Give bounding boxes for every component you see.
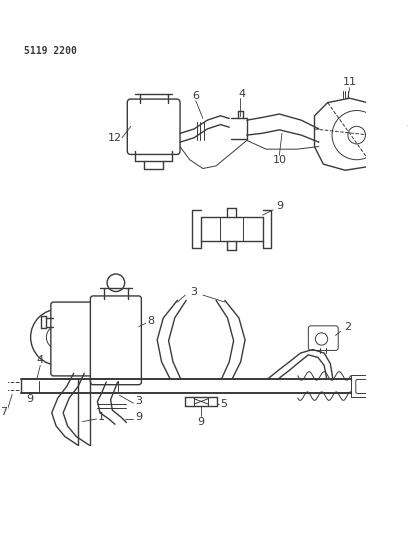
Text: 3: 3 xyxy=(191,287,197,296)
Text: 7: 7 xyxy=(0,407,7,417)
Text: 3: 3 xyxy=(135,397,142,406)
Text: 12: 12 xyxy=(108,133,122,143)
FancyBboxPatch shape xyxy=(308,326,338,350)
Text: 9: 9 xyxy=(197,417,205,426)
Text: 10: 10 xyxy=(272,155,286,165)
Text: 9: 9 xyxy=(277,201,284,211)
FancyBboxPatch shape xyxy=(356,379,386,393)
FancyBboxPatch shape xyxy=(127,99,180,155)
FancyBboxPatch shape xyxy=(51,302,95,376)
Text: 1: 1 xyxy=(98,412,105,422)
Text: 8: 8 xyxy=(148,316,155,326)
FancyBboxPatch shape xyxy=(91,296,141,385)
Text: 5119 2200: 5119 2200 xyxy=(24,46,76,56)
Text: 2: 2 xyxy=(344,322,351,332)
Text: 9: 9 xyxy=(135,412,142,422)
Text: 6: 6 xyxy=(192,91,200,101)
Text: 5: 5 xyxy=(220,399,227,409)
Text: 11: 11 xyxy=(343,77,357,87)
Text: 9: 9 xyxy=(26,394,33,404)
Text: 4: 4 xyxy=(37,355,44,365)
Text: 8: 8 xyxy=(406,119,408,130)
Text: 4: 4 xyxy=(239,89,246,99)
Bar xyxy=(350,375,366,397)
